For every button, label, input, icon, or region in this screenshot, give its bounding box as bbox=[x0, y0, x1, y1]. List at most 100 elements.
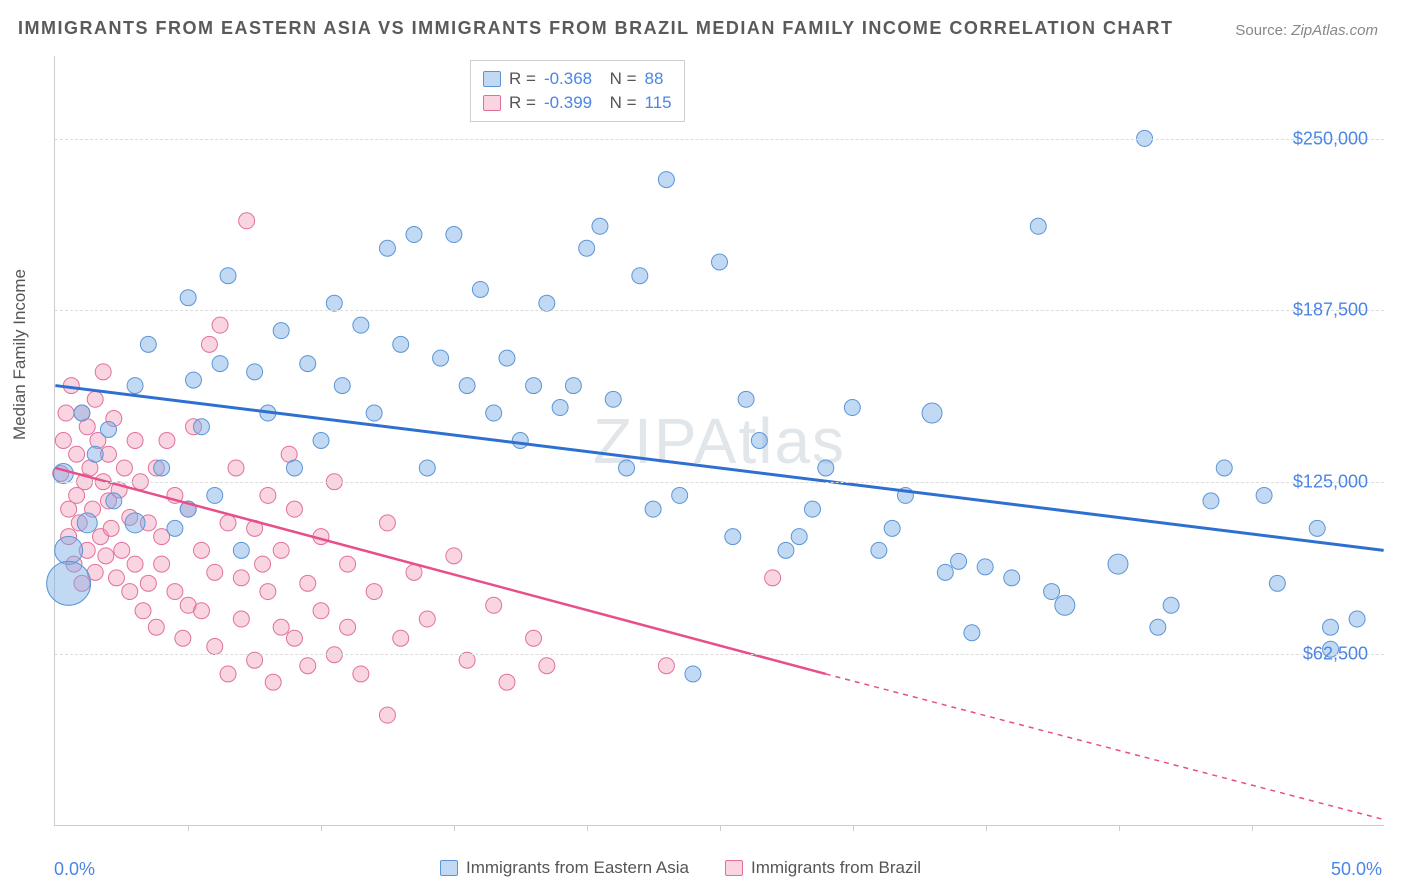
y-tick-label: $125,000 bbox=[1293, 472, 1368, 493]
data-point bbox=[419, 460, 435, 476]
data-point bbox=[579, 240, 595, 256]
data-point bbox=[300, 356, 316, 372]
source-attribution: Source: ZipAtlas.com bbox=[1235, 22, 1378, 39]
data-point bbox=[175, 630, 191, 646]
swatch-blue-icon bbox=[440, 860, 458, 876]
data-point bbox=[167, 520, 183, 536]
data-point bbox=[1108, 554, 1128, 574]
x-tick-mark bbox=[188, 825, 189, 831]
data-point bbox=[393, 336, 409, 352]
data-point bbox=[313, 603, 329, 619]
data-point bbox=[300, 658, 316, 674]
data-point bbox=[499, 350, 515, 366]
bottom-legend: Immigrants from Eastern Asia Immigrants … bbox=[440, 858, 921, 878]
data-point bbox=[127, 556, 143, 572]
data-point bbox=[539, 658, 555, 674]
data-point bbox=[818, 460, 834, 476]
data-point bbox=[977, 559, 993, 575]
data-point bbox=[1004, 570, 1020, 586]
data-point bbox=[964, 625, 980, 641]
data-point bbox=[393, 630, 409, 646]
x-tick-mark bbox=[720, 825, 721, 831]
data-point bbox=[167, 584, 183, 600]
x-tick-min: 0.0% bbox=[54, 859, 95, 880]
data-point bbox=[103, 520, 119, 536]
y-tick-label: $62,500 bbox=[1303, 644, 1368, 665]
source-label: Source: bbox=[1235, 22, 1287, 39]
data-point bbox=[922, 403, 942, 423]
pink-N-value: 115 bbox=[645, 93, 672, 113]
data-point bbox=[619, 460, 635, 476]
data-point bbox=[207, 638, 223, 654]
data-point bbox=[55, 433, 71, 449]
data-point bbox=[406, 227, 422, 243]
data-point bbox=[193, 542, 209, 558]
data-point bbox=[751, 433, 767, 449]
data-point bbox=[116, 460, 132, 476]
data-point bbox=[106, 493, 122, 509]
data-point bbox=[1030, 218, 1046, 234]
data-point bbox=[446, 227, 462, 243]
data-point bbox=[140, 336, 156, 352]
data-point bbox=[1203, 493, 1219, 509]
data-point bbox=[379, 707, 395, 723]
data-point bbox=[340, 556, 356, 572]
data-point bbox=[233, 570, 249, 586]
data-point bbox=[512, 433, 528, 449]
data-point bbox=[260, 584, 276, 600]
data-point bbox=[472, 281, 488, 297]
data-point bbox=[353, 317, 369, 333]
data-point bbox=[326, 295, 342, 311]
legend-pink-label: Immigrants from Brazil bbox=[751, 858, 921, 878]
gridline bbox=[55, 310, 1384, 311]
data-point bbox=[366, 405, 382, 421]
swatch-pink-icon bbox=[725, 860, 743, 876]
data-point bbox=[592, 218, 608, 234]
data-point bbox=[844, 400, 860, 416]
data-point bbox=[406, 564, 422, 580]
data-point bbox=[127, 378, 143, 394]
data-point bbox=[286, 630, 302, 646]
data-point bbox=[765, 570, 781, 586]
data-point bbox=[233, 542, 249, 558]
chart-area: ZIPAtlas $62,500$125,000$187,500$250,000 bbox=[54, 56, 1384, 826]
data-point bbox=[220, 515, 236, 531]
data-point bbox=[87, 391, 103, 407]
x-tick-mark bbox=[853, 825, 854, 831]
data-point bbox=[114, 542, 130, 558]
y-tick-label: $187,500 bbox=[1293, 300, 1368, 321]
data-point bbox=[77, 513, 97, 533]
data-point bbox=[1044, 584, 1060, 600]
data-point bbox=[127, 433, 143, 449]
data-point bbox=[433, 350, 449, 366]
data-point bbox=[499, 674, 515, 690]
y-axis-label: Median Family Income bbox=[10, 269, 30, 440]
gridline bbox=[55, 139, 1384, 140]
scatter-plot bbox=[55, 56, 1384, 825]
data-point bbox=[685, 666, 701, 682]
data-point bbox=[526, 630, 542, 646]
trend-line bbox=[55, 468, 825, 674]
data-point bbox=[379, 240, 395, 256]
gridline bbox=[55, 482, 1384, 483]
data-point bbox=[260, 487, 276, 503]
data-point bbox=[1323, 619, 1339, 635]
data-point bbox=[712, 254, 728, 270]
chart-title: IMMIGRANTS FROM EASTERN ASIA VS IMMIGRAN… bbox=[18, 18, 1174, 39]
data-point bbox=[1269, 575, 1285, 591]
x-tick-max: 50.0% bbox=[1331, 859, 1382, 880]
data-point bbox=[645, 501, 661, 517]
data-point bbox=[778, 542, 794, 558]
data-point bbox=[1349, 611, 1365, 627]
data-point bbox=[201, 336, 217, 352]
data-point bbox=[446, 548, 462, 564]
data-point bbox=[148, 619, 164, 635]
data-point bbox=[159, 433, 175, 449]
data-point bbox=[193, 419, 209, 435]
data-point bbox=[486, 405, 502, 421]
data-point bbox=[122, 584, 138, 600]
data-point bbox=[220, 666, 236, 682]
data-point bbox=[101, 422, 117, 438]
data-point bbox=[459, 378, 475, 394]
data-point bbox=[58, 405, 74, 421]
